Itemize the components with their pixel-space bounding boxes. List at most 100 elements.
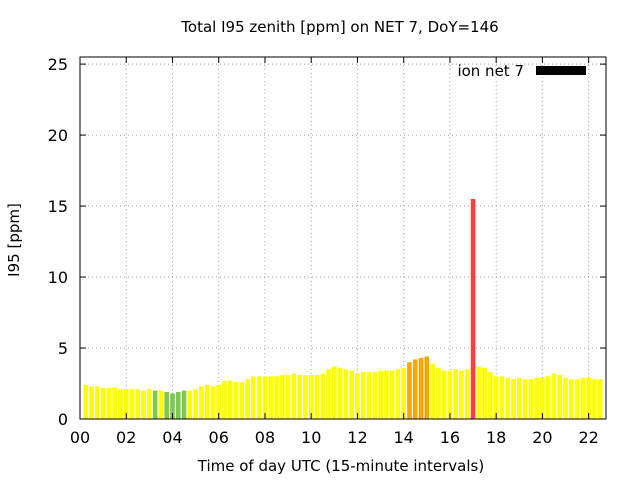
bar xyxy=(355,373,360,419)
x-tick-label: 18 xyxy=(486,428,506,447)
y-tick-label: 20 xyxy=(48,126,68,145)
bar xyxy=(557,374,563,419)
bar xyxy=(412,359,418,419)
x-tick-label: 04 xyxy=(162,428,182,447)
bar xyxy=(540,377,545,419)
bar xyxy=(170,393,175,419)
bar xyxy=(199,386,204,419)
bar xyxy=(597,379,603,419)
bar xyxy=(123,389,129,419)
bar xyxy=(430,363,435,419)
bar xyxy=(476,366,482,419)
bar xyxy=(401,367,406,419)
bar xyxy=(545,376,551,419)
bar xyxy=(522,379,528,419)
x-tick-label: 10 xyxy=(301,428,321,447)
bar xyxy=(372,372,378,419)
bar xyxy=(141,390,146,419)
x-tick-label: 20 xyxy=(532,428,552,447)
bar xyxy=(95,386,100,419)
bar xyxy=(233,382,239,419)
bar xyxy=(407,362,412,419)
bar xyxy=(164,392,170,419)
ticks-layer: 0 5 10 15 20 25 00 02 04 06 08 10 12 14 16 18 20 22 xyxy=(48,55,606,447)
bar xyxy=(499,376,505,419)
bar xyxy=(592,379,597,419)
bar xyxy=(389,370,395,419)
x-tick-label: 02 xyxy=(116,428,136,447)
bar xyxy=(551,373,557,419)
bar xyxy=(326,369,331,419)
bar xyxy=(482,367,487,419)
x-tick-label: 12 xyxy=(347,428,367,447)
bar xyxy=(245,379,250,419)
bar xyxy=(563,377,568,419)
bar xyxy=(586,377,591,419)
bar xyxy=(175,392,181,419)
bar xyxy=(459,370,464,419)
bar xyxy=(129,389,135,419)
legend: ion net 7 xyxy=(457,62,586,80)
chart-title: Total I95 zenith [ppm] on NET 7, DoY=146 xyxy=(180,18,498,36)
bar xyxy=(100,387,106,419)
bar xyxy=(384,370,389,419)
bar xyxy=(256,376,262,419)
bar xyxy=(418,357,424,419)
bar xyxy=(285,374,291,419)
x-tick-label: 00 xyxy=(70,428,90,447)
bar xyxy=(222,380,227,419)
bar xyxy=(112,387,117,419)
bar xyxy=(181,390,187,419)
y-tick-label: 0 xyxy=(58,410,68,429)
bar xyxy=(314,374,320,419)
bar xyxy=(118,389,123,419)
bar xyxy=(516,377,522,419)
bar xyxy=(360,372,366,419)
bar xyxy=(297,374,302,419)
bar xyxy=(274,376,279,419)
legend-swatch xyxy=(536,66,586,75)
bar xyxy=(135,389,141,419)
x-tick-label: 14 xyxy=(394,428,414,447)
bar xyxy=(320,373,326,419)
bar xyxy=(580,377,586,419)
bar xyxy=(511,379,516,419)
bar xyxy=(569,379,574,419)
grid-layer xyxy=(80,57,606,419)
x-tick-label: 22 xyxy=(578,428,598,447)
bar xyxy=(147,389,152,419)
bar xyxy=(395,369,401,419)
bar xyxy=(493,376,499,419)
bar xyxy=(343,369,349,419)
bar xyxy=(378,370,383,419)
bar xyxy=(291,373,297,419)
bar xyxy=(187,390,193,419)
y-tick-label: 25 xyxy=(48,55,68,74)
bar xyxy=(89,386,94,419)
x-tick-label: 08 xyxy=(255,428,275,447)
bar xyxy=(528,379,534,419)
bar xyxy=(464,369,470,419)
bar xyxy=(303,374,308,419)
y-tick-label: 15 xyxy=(48,197,68,216)
bar xyxy=(216,384,222,419)
bar xyxy=(574,379,580,419)
bar xyxy=(83,384,89,419)
bar xyxy=(251,376,256,419)
bar xyxy=(488,372,493,419)
bar xyxy=(308,374,314,419)
bar xyxy=(193,389,198,419)
bar xyxy=(158,390,164,419)
bar xyxy=(453,369,459,419)
bars-layer xyxy=(83,198,603,419)
bar xyxy=(470,198,476,419)
bar xyxy=(424,356,430,419)
bar xyxy=(106,387,112,419)
bar xyxy=(436,367,441,419)
bar xyxy=(349,370,354,419)
y-tick-label: 5 xyxy=(58,339,68,358)
bar xyxy=(262,376,268,419)
bar xyxy=(534,377,539,419)
bar xyxy=(280,374,285,419)
